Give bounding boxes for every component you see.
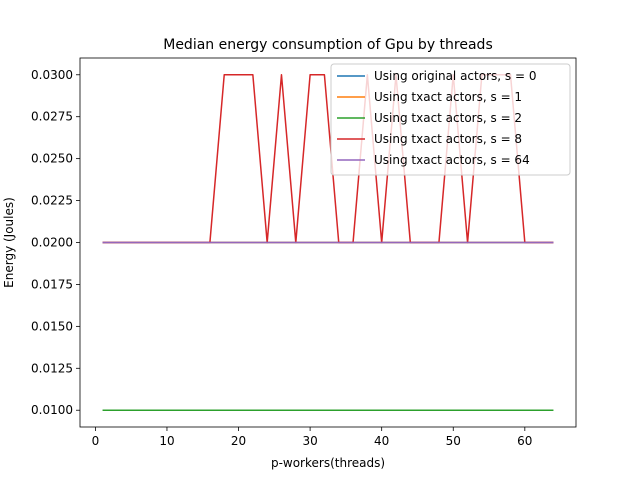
y-tick-label: 0.0250 bbox=[31, 152, 73, 166]
plot-area: 0 10 20 30 40 50 60 0.0100 0.0125 0.0150 0.0175 0.0… bbox=[31, 57, 577, 448]
x-tick-label: 20 bbox=[231, 434, 246, 448]
y-tick-label: 0.0175 bbox=[31, 277, 73, 291]
x-tick-label: 60 bbox=[517, 434, 532, 448]
x-tick-label: 40 bbox=[374, 434, 389, 448]
x-tick-label: 10 bbox=[159, 434, 174, 448]
legend: Using original actors, s = 0 Using txact … bbox=[330, 63, 571, 176]
y-tick-label: 0.0200 bbox=[31, 236, 73, 250]
legend-label: Using txact actors, s = 2 bbox=[374, 111, 522, 125]
legend-label: Using txact actors, s = 1 bbox=[374, 90, 522, 104]
x-axis-title: p-workers(threads) bbox=[271, 456, 385, 470]
legend-box bbox=[330, 63, 571, 176]
x-tick-label: 50 bbox=[446, 434, 461, 448]
x-tick-label: 30 bbox=[302, 434, 317, 448]
y-tick-label: 0.0300 bbox=[31, 68, 73, 82]
chart-title: Median energy consumption of Gpu by thre… bbox=[163, 37, 493, 53]
legend-label: Using txact actors, s = 64 bbox=[374, 153, 530, 167]
y-tick-label: 0.0225 bbox=[31, 194, 73, 208]
legend-label: Using original actors, s = 0 bbox=[374, 69, 536, 83]
y-tick-label: 0.0150 bbox=[31, 319, 73, 333]
axes-frame bbox=[79, 57, 577, 428]
y-tick-label: 0.0275 bbox=[31, 110, 73, 124]
legend-label: Using txact actors, s = 8 bbox=[374, 132, 522, 146]
y-tick-label: 0.0125 bbox=[31, 361, 73, 375]
y-tick-label: 0.0100 bbox=[31, 403, 73, 417]
y-axis-title: Energy (Joules) bbox=[2, 197, 16, 288]
x-tick-label: 0 bbox=[92, 434, 100, 448]
